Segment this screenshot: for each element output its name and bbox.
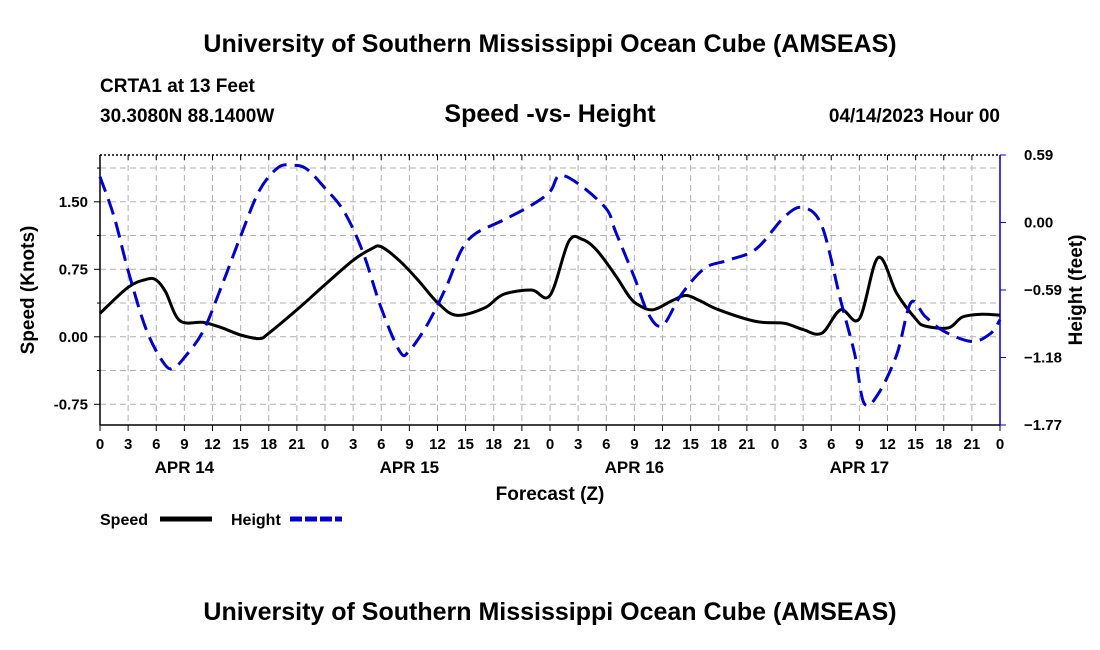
- y-right-tick-label: −0.59: [1024, 282, 1062, 299]
- y-left-tick-label: -0.75: [54, 396, 88, 413]
- x-tick-label: 15: [457, 436, 474, 453]
- series-line-height: [98, 163, 1002, 408]
- x-day-label: APR 16: [605, 458, 665, 477]
- x-tick-label: 18: [260, 436, 277, 453]
- x-tick-label: 9: [630, 436, 638, 453]
- y-left-tick-label: 0.75: [59, 261, 88, 278]
- x-day-label: APR 14: [155, 458, 215, 477]
- station-coordinates: 30.3080N 88.1400W: [100, 106, 275, 127]
- x-tick-label: 15: [682, 436, 699, 453]
- x-tick-label: 21: [514, 436, 531, 453]
- x-tick-label: 12: [429, 436, 446, 453]
- x-axis-title: Forecast (Z): [496, 484, 605, 505]
- x-tick-label: 9: [180, 436, 188, 453]
- x-tick-label: 9: [855, 436, 863, 453]
- x-tick-label: 3: [349, 436, 357, 453]
- x-tick-label: 15: [907, 436, 924, 453]
- x-tick-label: 3: [124, 436, 132, 453]
- x-tick-label: 3: [574, 436, 582, 453]
- x-tick-label: 21: [964, 436, 981, 453]
- x-tick-label: 15: [232, 436, 249, 453]
- x-tick-label: 9: [405, 436, 413, 453]
- y-right-axis-title: Height (feet): [1066, 235, 1087, 346]
- y-right-tick-label: 0.59: [1024, 147, 1053, 164]
- x-tick-label: 0: [321, 436, 329, 453]
- x-tick-label: 0: [996, 436, 1004, 453]
- x-tick-label: 3: [799, 436, 807, 453]
- x-tick-label: 6: [152, 436, 160, 453]
- x-tick-label: 6: [377, 436, 385, 453]
- x-day-label: APR 15: [380, 458, 440, 477]
- x-tick-label: 6: [827, 436, 835, 453]
- forecast-datetime: 04/14/2023 Hour 00: [828, 106, 1000, 127]
- x-tick-label: 0: [96, 436, 104, 453]
- legend-label-height: Height: [231, 512, 281, 529]
- chart-subtitle: Speed -vs- Height: [444, 100, 656, 128]
- station-label: CRTA1 at 13 Feet: [100, 76, 255, 97]
- y-left-axis-title: Speed (Knots): [18, 226, 39, 355]
- x-tick-label: 12: [879, 436, 896, 453]
- x-tick-label: 12: [654, 436, 671, 453]
- x-tick-label: 0: [771, 436, 779, 453]
- x-tick-label: 12: [204, 436, 221, 453]
- page-title-bottom: University of Southern Mississippi Ocean…: [203, 598, 897, 626]
- x-tick-label: 21: [739, 436, 756, 453]
- y-right-tick-label: 0.00: [1024, 215, 1053, 232]
- y-left-tick-label: 0.00: [59, 329, 88, 346]
- legend-label-speed: Speed: [100, 512, 148, 529]
- y-right-tick-label: −1.77: [1024, 417, 1062, 434]
- x-tick-label: 0: [546, 436, 554, 453]
- x-tick-label: 18: [935, 436, 952, 453]
- series-line-speed: [98, 234, 1001, 341]
- y-left-tick-label: 1.50: [59, 194, 88, 211]
- y-right-tick-label: −1.18: [1024, 350, 1062, 367]
- x-tick-label: 18: [485, 436, 502, 453]
- x-tick-label: 6: [602, 436, 610, 453]
- x-tick-label: 21: [289, 436, 306, 453]
- x-day-label: APR 17: [830, 458, 890, 477]
- x-tick-label: 18: [710, 436, 727, 453]
- page-title-top: University of Southern Mississippi Ocean…: [203, 30, 897, 58]
